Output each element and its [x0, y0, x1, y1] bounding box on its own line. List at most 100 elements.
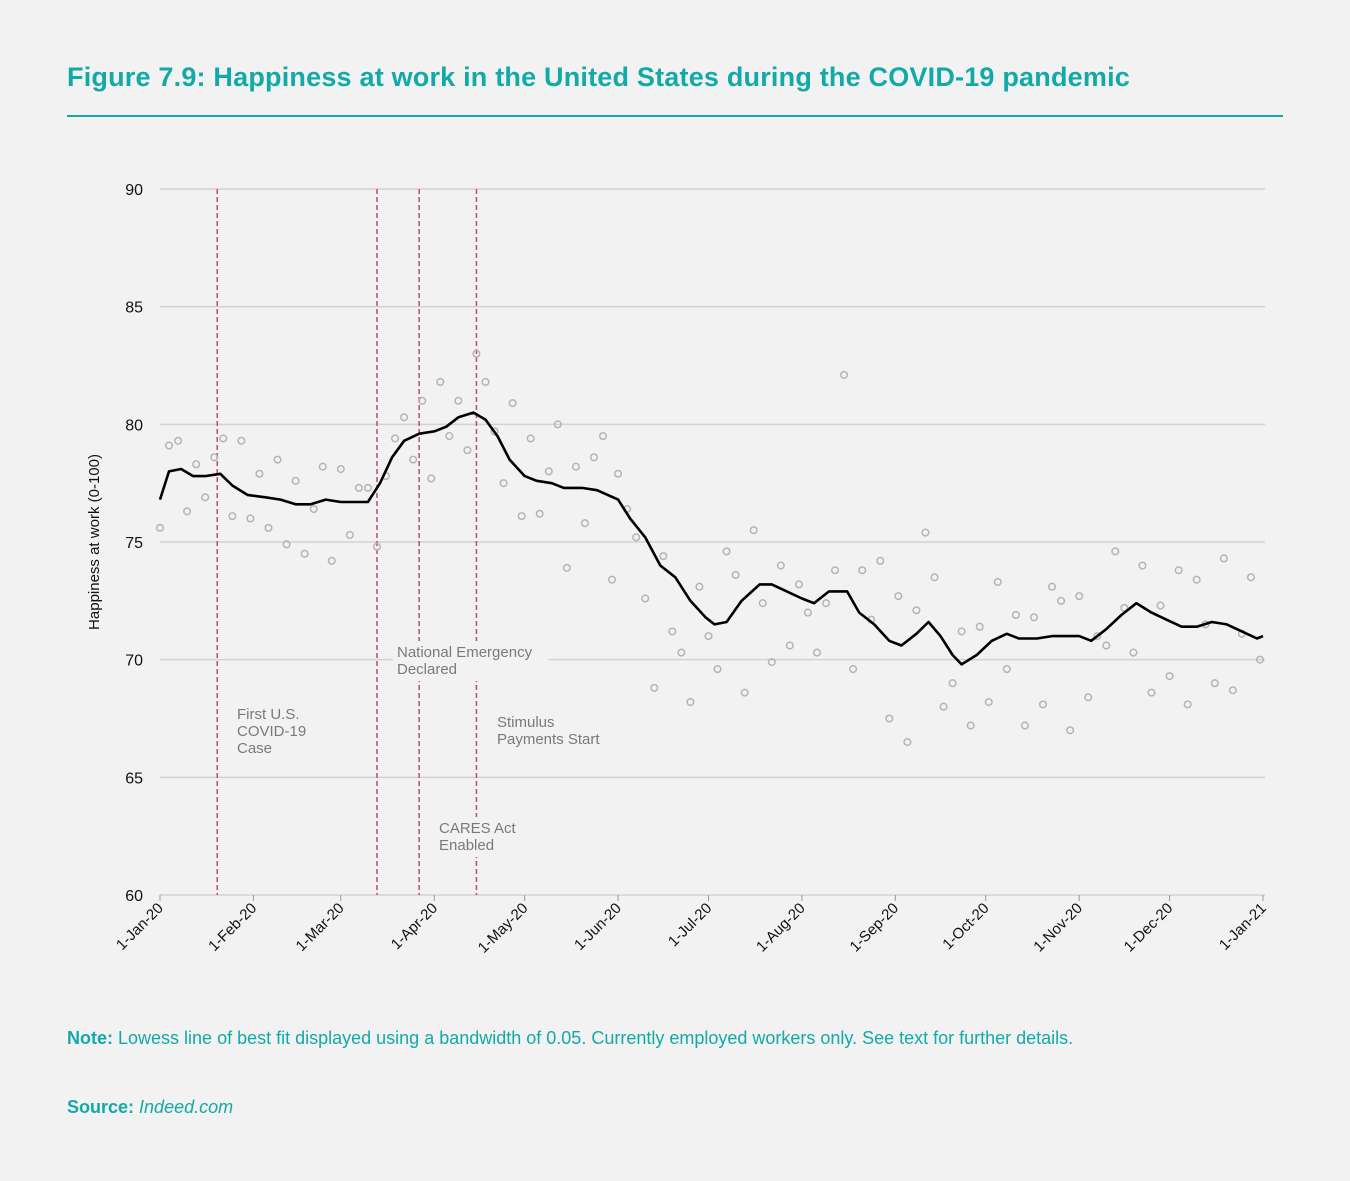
- data-point: [183, 507, 192, 516]
- data-point: [993, 577, 1002, 587]
- data-point: [1093, 632, 1102, 641]
- data-point: [255, 469, 264, 478]
- data-point: [445, 432, 454, 441]
- data-point: [454, 396, 463, 405]
- data-point: [264, 523, 273, 532]
- data-point: [650, 683, 659, 692]
- x-tick-label: 1-Apr-20: [388, 900, 441, 953]
- data-point: [174, 436, 183, 445]
- y-tick-label: 75: [125, 535, 143, 552]
- data-point: [300, 549, 309, 558]
- data-point: [336, 464, 345, 474]
- data-point: [363, 483, 372, 492]
- data-point: [589, 453, 599, 462]
- data-point: [722, 547, 731, 556]
- event-annotation-line: Declared: [397, 661, 457, 678]
- data-point: [1147, 688, 1156, 697]
- data-point: [704, 632, 713, 641]
- data-point: [228, 512, 237, 521]
- figure-title: Figure 7.9: Happiness at work in the Uni…: [67, 62, 1130, 92]
- data-point: [939, 702, 948, 711]
- data-point: [1084, 693, 1093, 702]
- data-point: [427, 474, 436, 483]
- data-point: [201, 493, 210, 502]
- data-point: [1075, 592, 1084, 601]
- data-point: [155, 523, 165, 532]
- annotation-background: [493, 711, 616, 751]
- source: Source: Indeed.com: [67, 1094, 1267, 1121]
- data-point: [1011, 610, 1020, 620]
- data-point: [840, 370, 849, 379]
- data-point: [282, 540, 291, 549]
- data-point: [354, 483, 363, 492]
- data-point: [1228, 686, 1237, 695]
- data-point: [740, 688, 749, 697]
- data-point: [1192, 575, 1201, 584]
- data-point: [1029, 613, 1039, 622]
- data-point: [219, 434, 228, 443]
- event-annotation-line: Payments Start: [497, 731, 600, 748]
- source-label: Source:: [67, 1097, 135, 1117]
- title-divider: [67, 115, 1283, 117]
- data-point: [544, 467, 553, 476]
- event-annotation-line: National Emergency: [397, 644, 533, 661]
- data-point: [1219, 554, 1228, 563]
- data-point: [785, 641, 794, 650]
- data-point: [499, 479, 508, 488]
- data-point: [957, 627, 966, 636]
- source-text: Indeed.com: [139, 1097, 234, 1117]
- x-tick-label: 1-Aug-20: [753, 900, 809, 956]
- data-point: [767, 657, 776, 667]
- data-point: [246, 514, 255, 523]
- x-tick-label: 1-May-20: [475, 900, 532, 957]
- y-tick-label: 85: [125, 300, 143, 317]
- data-point: [686, 697, 695, 707]
- x-tick-label: 1-Dec-20: [1121, 900, 1177, 956]
- data-point: [580, 519, 589, 528]
- data-point: [948, 679, 957, 688]
- data-point: [731, 570, 740, 579]
- x-tick-label: 1-Jan-21: [1216, 900, 1270, 954]
- data-point: [713, 665, 722, 674]
- data-point: [1210, 679, 1219, 688]
- x-tick-label: 1-Oct-20: [939, 900, 992, 953]
- data-point: [632, 533, 641, 542]
- x-tick-label: 1-Nov-20: [1030, 900, 1086, 956]
- data-point: [607, 575, 617, 584]
- data-point: [553, 420, 562, 429]
- data-point: [803, 608, 812, 617]
- y-tick-label: 90: [125, 182, 143, 199]
- data-point: [526, 434, 535, 443]
- data-point: [273, 455, 282, 464]
- data-point: [812, 648, 822, 657]
- data-point: [372, 542, 382, 551]
- x-tick-label: 1-Feb-20: [205, 900, 260, 955]
- data-point: [1138, 561, 1147, 570]
- y-tick-label: 70: [125, 653, 143, 670]
- annotation-background: [393, 641, 549, 681]
- data-point: [418, 396, 427, 405]
- data-point: [463, 446, 472, 455]
- data-point: [695, 582, 704, 591]
- data-point: [1129, 648, 1138, 657]
- data-point: [794, 580, 803, 589]
- event-annotation-line: CARES Act: [439, 820, 517, 837]
- data-point: [291, 476, 300, 485]
- data-point: [345, 530, 354, 539]
- note-label: Note:: [67, 1028, 113, 1048]
- data-point: [930, 573, 939, 582]
- data-point: [885, 714, 894, 723]
- data-point: [237, 436, 246, 445]
- data-point: [921, 528, 930, 537]
- data-point: [641, 594, 650, 603]
- data-point: [1156, 601, 1165, 610]
- data-point: [1174, 566, 1183, 575]
- x-tick-label: 1-Sep-20: [846, 900, 902, 956]
- x-tick-label: 1-Jan-20: [113, 900, 167, 954]
- data-point: [1111, 547, 1120, 556]
- data-point: [677, 648, 686, 657]
- data-point: [562, 563, 571, 572]
- data-point: [1165, 672, 1174, 681]
- data-point: [1047, 582, 1057, 591]
